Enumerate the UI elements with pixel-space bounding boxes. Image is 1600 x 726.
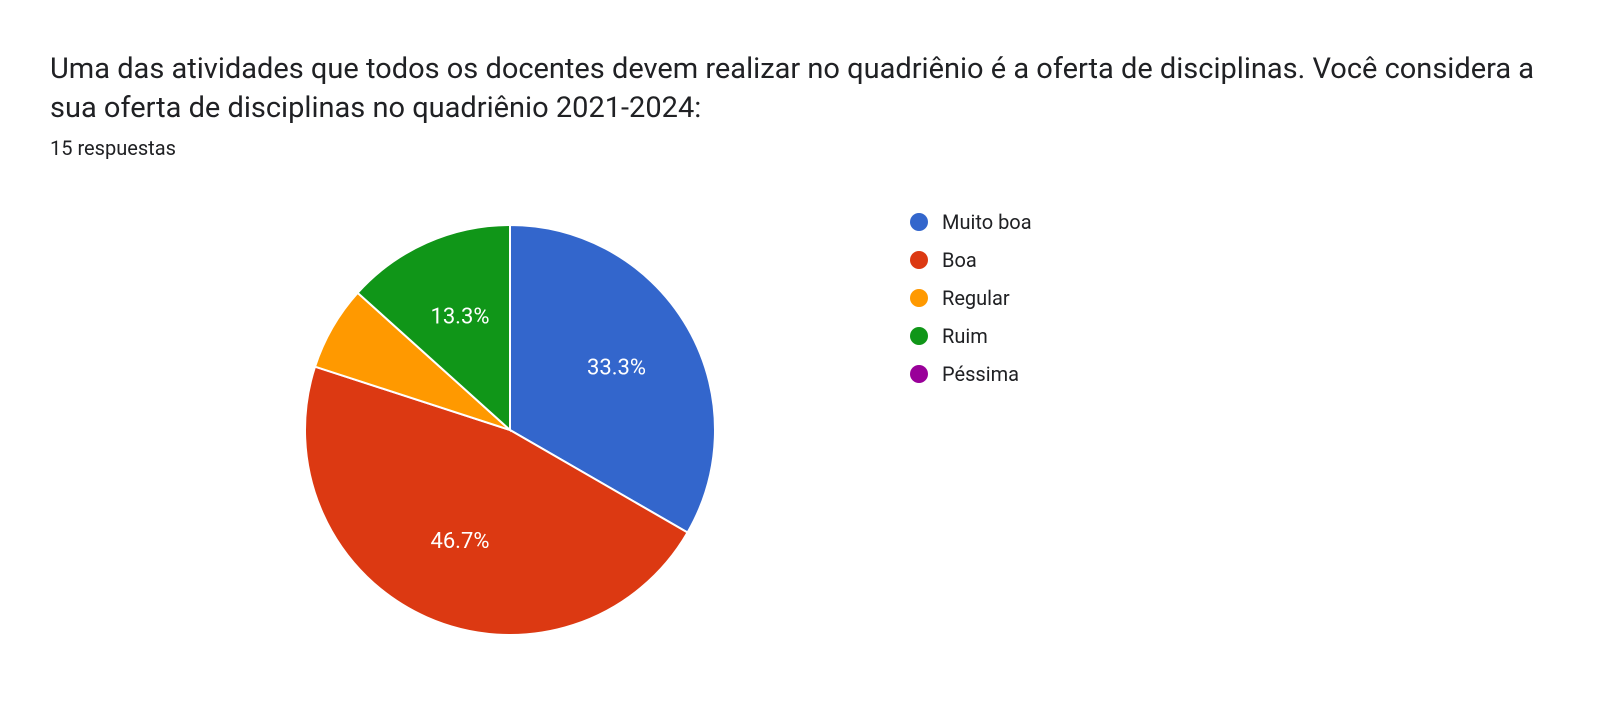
legend: Muito boa Boa Regular Ruim Péssima <box>850 190 1032 400</box>
pie-slice-label: 33.3% <box>587 356 646 381</box>
pie-slice-label: 46.7% <box>430 529 489 554</box>
response-count: 15 respuestas <box>50 136 1550 160</box>
legend-dot-icon <box>910 365 928 383</box>
legend-dot-icon <box>910 213 928 231</box>
legend-dot-icon <box>910 289 928 307</box>
legend-item[interactable]: Muito boa <box>910 210 1032 234</box>
legend-dot-icon <box>910 327 928 345</box>
pie-slice-label: 13.3% <box>430 305 489 330</box>
chart-row: 33.3% 46.7% 13.3% Muito boa Boa Regular Ruim P… <box>50 190 1550 670</box>
legend-label: Ruim <box>942 324 988 348</box>
legend-dot-icon <box>910 251 928 269</box>
legend-label: Péssima <box>942 362 1019 386</box>
legend-label: Regular <box>942 286 1010 310</box>
chart-title: Uma das atividades que todos os docentes… <box>50 50 1550 128</box>
legend-item[interactable]: Ruim <box>910 324 1032 348</box>
legend-item[interactable]: Boa <box>910 248 1032 272</box>
pie-chart-svg: 33.3% 46.7% 13.3% <box>50 190 850 670</box>
legend-item[interactable]: Péssima <box>910 362 1032 386</box>
pie-chart-container: 33.3% 46.7% 13.3% <box>50 190 850 670</box>
legend-item[interactable]: Regular <box>910 286 1032 310</box>
legend-label: Muito boa <box>942 210 1032 234</box>
legend-label: Boa <box>942 248 977 272</box>
